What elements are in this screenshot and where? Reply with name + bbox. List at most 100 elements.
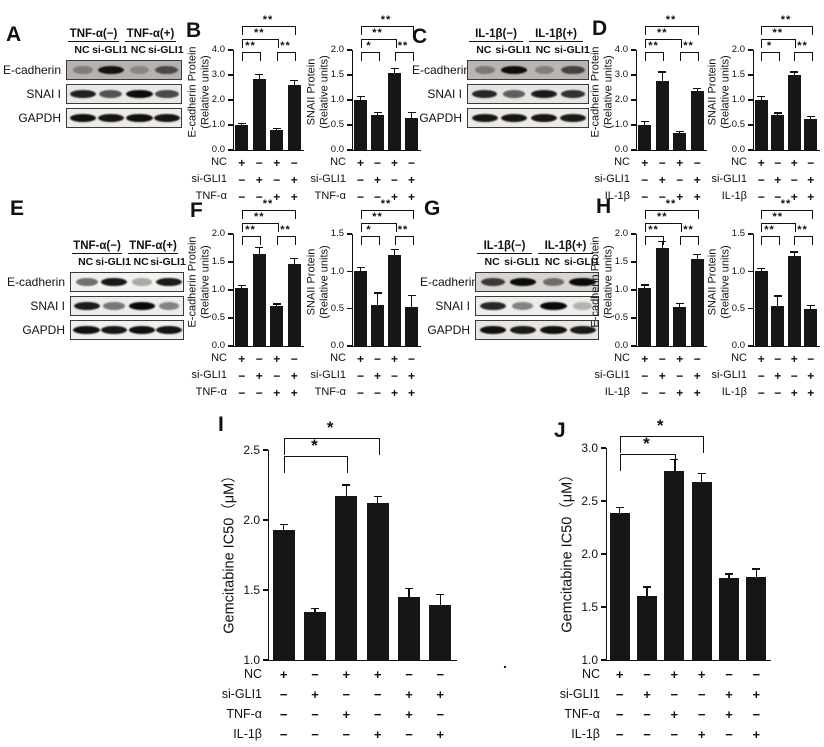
- significance-label: **: [764, 224, 775, 236]
- plot-area: [233, 50, 304, 151]
- significance-label: **: [245, 40, 256, 52]
- panel-label-E: E: [10, 197, 25, 220]
- y-tick-mark: [601, 447, 606, 449]
- plot-area: [233, 234, 304, 347]
- error-bar-cap: [693, 88, 702, 90]
- treatment-sign: −: [311, 726, 319, 742]
- treatment-sign: −: [373, 351, 382, 366]
- treatment-sign: −: [255, 155, 263, 170]
- lane-label: NC: [74, 44, 90, 56]
- treatment-sign: +: [641, 155, 649, 170]
- error-bar-cap: [640, 120, 649, 123]
- error-bar-cap: [640, 284, 649, 286]
- treatment-sign: +: [725, 686, 733, 702]
- plot-area: [636, 234, 707, 347]
- y-tick-label: 1.0: [330, 265, 344, 277]
- significance-label: **: [280, 224, 291, 236]
- error-bar: [408, 588, 410, 597]
- treatment-sign: +: [807, 368, 815, 383]
- significance-label: *: [311, 436, 319, 455]
- treatment-sign: −: [676, 172, 684, 187]
- treatment-sign: +: [405, 686, 413, 702]
- protein-band: [573, 301, 593, 310]
- panel-H-ecadherin-chart: E-cadherin Protein (Relative units) 0.0 0.5…: [589, 192, 714, 402]
- significance-bracket: [360, 210, 414, 219]
- significance-bracket: [761, 52, 780, 61]
- panel-I-ic50-chart: Gemcitabine IC50（μM） 1.0 1.5 2.0 2.5 * * NC + − + +…: [214, 408, 464, 745]
- error-bar: [700, 473, 703, 482]
- y-tick-label: 1.5: [330, 69, 344, 81]
- significance-label: *: [766, 40, 773, 52]
- x-row-label: TNF-α: [226, 706, 262, 721]
- treatment-sign: +: [670, 666, 679, 682]
- y-tick-label: 0.5: [614, 312, 628, 324]
- y-tick-label: 2.0: [211, 228, 225, 240]
- treatment-sign: +: [373, 666, 382, 682]
- error-bar-cap: [790, 251, 799, 253]
- y-tick-mark: [228, 149, 233, 151]
- panel-F-snail-chart: SNAII Protein (Relative units) 0.0 0.5 1.0 1.…: [305, 192, 428, 402]
- treatment-sign: −: [373, 686, 382, 702]
- bar: [746, 577, 767, 660]
- y-tick-mark: [748, 345, 753, 347]
- significance-bracket: [241, 52, 262, 61]
- treatment-sign: −: [373, 385, 382, 400]
- protein-band: [69, 113, 97, 122]
- x-row-label: IL-1β: [233, 726, 262, 741]
- y-tick-mark: [347, 345, 352, 347]
- treatment-sign: +: [774, 172, 782, 187]
- protein-band: [542, 277, 565, 286]
- treatment-sign: +: [356, 351, 365, 366]
- treatment-sign: +: [255, 368, 263, 383]
- significance-label: **: [253, 211, 265, 223]
- error-bar: [696, 254, 698, 259]
- significance-bracket: [394, 52, 414, 61]
- treatment-sign: +: [670, 706, 679, 722]
- treatment-sign: −: [790, 172, 798, 187]
- significance-bracket: [644, 39, 682, 48]
- error-bar-cap: [643, 586, 651, 588]
- treatment-sign: −: [641, 368, 649, 383]
- error-bar-cap: [658, 240, 667, 242]
- treatment-sign: +: [356, 155, 365, 170]
- treatment-sign: +: [273, 155, 281, 170]
- error-bar-cap: [373, 111, 382, 114]
- protein-band: [479, 325, 507, 334]
- error-bar: [646, 586, 648, 597]
- significance-bracket: [619, 436, 704, 453]
- treatment-sign: +: [697, 666, 706, 682]
- y-tick-label: 0.0: [614, 144, 628, 156]
- error-bar: [696, 88, 698, 91]
- error-bar-cap: [725, 573, 733, 575]
- panel-H-snail-chart: SNAII Protein (Relative units) 0.0 0.5 1.0 1.…: [706, 192, 824, 402]
- lane-label: si-GLI1: [504, 256, 540, 268]
- error-bar: [777, 295, 779, 307]
- error-bar-cap: [675, 131, 684, 133]
- treatment-sign: −: [615, 706, 624, 722]
- treatment-sign: +: [390, 351, 399, 366]
- significance-label: **: [772, 211, 784, 223]
- blot-row-label: GAPDH: [18, 111, 61, 125]
- protein-band: [97, 65, 124, 74]
- treatment-sign: −: [615, 686, 624, 702]
- treatment-sign: +: [290, 189, 298, 204]
- bar: [787, 75, 801, 150]
- protein-band: [103, 301, 125, 310]
- panel-label-H: H: [596, 195, 612, 218]
- blot-strip: [467, 60, 589, 80]
- protein-band: [158, 301, 180, 310]
- blot-row-label: E-cadherin: [2, 63, 61, 77]
- blot-strip: [70, 296, 184, 316]
- y-tick-label: 1.0: [211, 119, 225, 131]
- protein-band: [540, 325, 567, 334]
- treatment-sign: −: [641, 189, 649, 204]
- treatment-sign: −: [670, 686, 679, 702]
- treatment-sign: −: [311, 666, 319, 682]
- protein-band: [561, 65, 585, 74]
- panel-label-F: F: [190, 199, 203, 222]
- error-bar: [810, 116, 812, 119]
- y-tick-mark: [228, 317, 233, 319]
- treatment-sign: +: [390, 189, 399, 204]
- treatment-sign: −: [676, 368, 684, 383]
